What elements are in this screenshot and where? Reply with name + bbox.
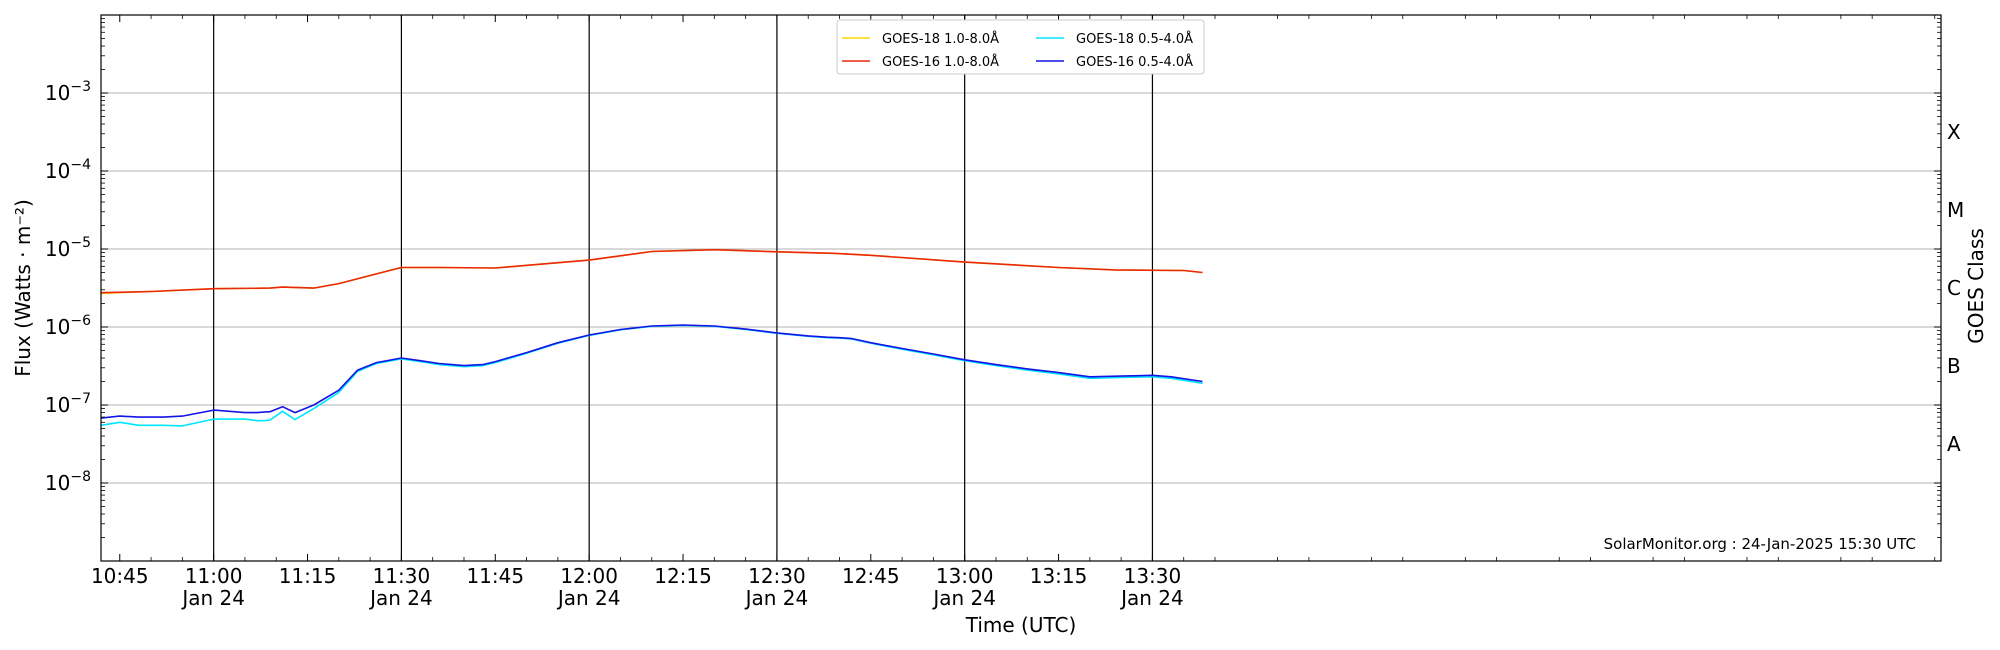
legend-label: GOES-16 1.0-8.0Å xyxy=(882,54,999,70)
series-line-2 xyxy=(100,248,1203,294)
legend: GOES-18 1.0-8.0Å GOES-16 1.0-8.0Å GOES-18 … xyxy=(836,19,1205,75)
y-tick-label: 10−6 xyxy=(45,313,91,339)
y-axis-title: Flux (Watts · m⁻²) xyxy=(11,199,35,377)
x-tick-sublabel: Jan 24 xyxy=(368,586,433,610)
x-tick-label: 13:00 xyxy=(936,564,994,588)
y-axis: 10−3 10−4 10−5 10−6 10−7 10−8 xyxy=(45,18,1941,538)
x-tick-label: 10:45 xyxy=(91,564,149,588)
legend-label: GOES-18 0.5-4.0Å xyxy=(1076,31,1193,47)
x-tick-sublabel: Jan 24 xyxy=(556,586,621,610)
goes-class-label: B xyxy=(1947,354,1961,378)
x-tick-label: 11:30 xyxy=(373,564,431,588)
x-tick-sublabel: Jan 24 xyxy=(180,586,245,610)
y-tick-label: 10−3 xyxy=(45,79,91,105)
plot-frame xyxy=(100,14,1942,562)
x-tick-label: 12:45 xyxy=(842,564,900,588)
series-lines xyxy=(100,248,1203,427)
y-tick-label: 10−8 xyxy=(45,469,91,495)
goes-class-label: M xyxy=(1947,198,1964,222)
legend-label: GOES-16 0.5-4.0Å xyxy=(1076,54,1193,70)
goes-class-label: C xyxy=(1947,276,1961,300)
x-tick-label: 11:15 xyxy=(279,564,337,588)
goes-class-label: X xyxy=(1947,120,1961,144)
x-tick-label: 13:15 xyxy=(1030,564,1088,588)
series-line-1 xyxy=(100,248,1203,295)
watermark-annotation: SolarMonitor.org : 24-Jan-2025 15:30 UTC xyxy=(1604,535,1916,553)
x-tick-label: 11:00 xyxy=(185,564,243,588)
x-tick-sublabel: Jan 24 xyxy=(1119,586,1184,610)
grid-lines xyxy=(101,15,1941,561)
x-tick-sublabel: Jan 24 xyxy=(744,586,809,610)
x-tick-label: 12:15 xyxy=(654,564,712,588)
y-tick-label: 10−7 xyxy=(45,391,91,417)
goes-class-label: A xyxy=(1947,432,1961,456)
series-line-4 xyxy=(100,324,1203,419)
x-tick-label: 11:45 xyxy=(466,564,524,588)
goes-class-axis: X M C B A xyxy=(1947,120,1964,456)
legend-box xyxy=(836,19,1205,75)
x-axis-title: Time (UTC) xyxy=(965,613,1077,637)
x-tick-label: 12:00 xyxy=(560,564,618,588)
x-tick-label: 12:30 xyxy=(748,564,806,588)
y-tick-label: 10−4 xyxy=(45,157,91,183)
legend-label: GOES-18 1.0-8.0Å xyxy=(882,31,999,47)
right-axis-title: GOES Class xyxy=(1964,228,1988,344)
series-line-3 xyxy=(100,324,1203,427)
x-tick-sublabel: Jan 24 xyxy=(931,586,996,610)
x-tick-label: 13:30 xyxy=(1124,564,1182,588)
y-tick-label: 10−5 xyxy=(45,235,91,261)
